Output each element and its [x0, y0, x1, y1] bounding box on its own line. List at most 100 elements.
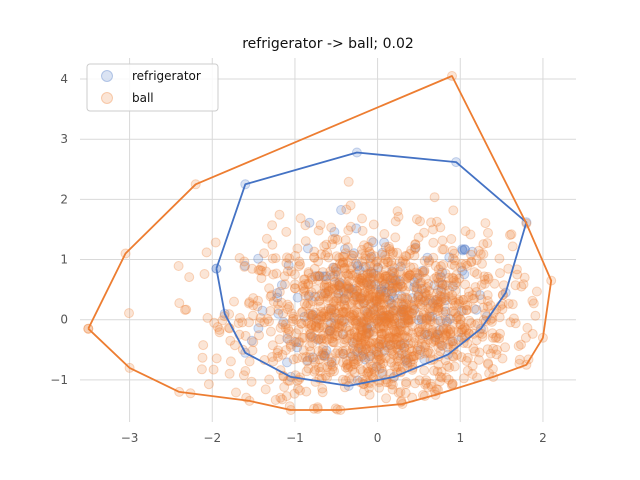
point-ball	[470, 282, 481, 293]
point-ball	[393, 317, 404, 328]
point-ball	[442, 361, 453, 371]
point-ball	[364, 246, 375, 257]
point-ball	[378, 322, 389, 333]
point-ball	[326, 359, 337, 370]
point-ball	[361, 315, 372, 326]
point-ball	[381, 316, 392, 327]
point-ball	[365, 359, 376, 370]
point-ball	[293, 324, 304, 335]
point-ball	[360, 336, 371, 346]
point-ball	[348, 354, 359, 365]
point-ball	[369, 295, 380, 306]
point-ball	[416, 277, 427, 288]
point-ball	[373, 349, 384, 360]
point-ball	[399, 311, 410, 322]
point-ball	[440, 329, 451, 340]
point-ball	[400, 315, 410, 326]
point-ball	[312, 403, 323, 414]
point-ball	[402, 302, 413, 313]
point-ball	[516, 339, 526, 350]
point-refrigerator	[314, 271, 325, 281]
point-ball	[324, 325, 335, 336]
point-ball	[225, 356, 236, 367]
point-ball	[198, 340, 209, 351]
point-ball	[381, 326, 392, 337]
point-ball	[358, 297, 369, 308]
point-ball	[451, 277, 462, 288]
point-ball	[403, 270, 414, 281]
point-ball	[334, 301, 345, 312]
point-ball	[332, 284, 343, 295]
point-ball	[531, 286, 542, 297]
point-ball	[430, 335, 441, 346]
point-ball	[436, 277, 446, 288]
point-refrigerator	[437, 279, 448, 290]
point-ball	[355, 293, 366, 304]
point-ball	[339, 299, 350, 310]
point-ball	[173, 261, 184, 271]
point-ball	[401, 379, 412, 390]
point-refrigerator	[370, 279, 380, 290]
point-ball	[294, 256, 305, 267]
point-ball	[446, 259, 457, 270]
point-ball	[373, 301, 384, 312]
point-ball	[441, 280, 452, 291]
point-ball	[373, 351, 384, 362]
point-ball	[374, 363, 385, 374]
point-refrigerator	[457, 265, 468, 276]
point-ball	[299, 286, 309, 297]
point-ball	[284, 301, 295, 312]
point-ball	[210, 237, 221, 248]
point-ball	[447, 306, 457, 317]
point-ball	[413, 232, 424, 243]
point-ball	[358, 298, 369, 309]
point-ball	[375, 354, 386, 365]
point-ball	[314, 322, 325, 333]
point-ball	[360, 330, 371, 341]
point-ball	[404, 270, 415, 281]
point-ball	[375, 323, 386, 334]
point-ball	[495, 328, 505, 339]
point-refrigerator	[352, 346, 363, 357]
point-ball	[257, 261, 268, 272]
point-ball	[404, 249, 415, 259]
point-ball	[429, 273, 440, 284]
x-tick-label: −3	[121, 431, 139, 445]
point-ball	[277, 308, 288, 319]
point-ball	[387, 320, 398, 331]
point-ball	[367, 272, 378, 283]
point-ball	[364, 293, 375, 304]
point-ball	[313, 314, 324, 325]
point-ball	[472, 318, 483, 329]
point-ball	[317, 267, 328, 278]
point-ball	[317, 344, 328, 355]
point-ball	[343, 289, 354, 300]
point-ball	[377, 249, 387, 260]
point-ball	[336, 315, 347, 326]
point-ball	[406, 245, 417, 256]
point-ball	[387, 278, 398, 289]
x-tick-label: −2	[203, 431, 221, 445]
point-ball	[347, 364, 358, 375]
point-ball	[445, 328, 456, 339]
point-ball	[417, 319, 428, 330]
point-ball	[447, 336, 458, 347]
point-ball	[359, 287, 370, 298]
point-ball	[333, 345, 343, 356]
point-ball	[395, 353, 406, 364]
point-ball	[392, 332, 402, 343]
point-ball	[386, 260, 397, 271]
point-ball	[386, 344, 397, 354]
point-ball	[491, 332, 502, 343]
point-ball	[329, 337, 340, 348]
point-ball	[450, 308, 461, 319]
point-refrigerator	[246, 335, 257, 346]
point-ball	[354, 274, 365, 285]
point-ball	[445, 324, 456, 335]
point-ball	[369, 316, 380, 327]
point-refrigerator	[338, 286, 349, 297]
point-ball	[457, 324, 467, 335]
point-ball	[310, 333, 321, 344]
point-ball	[402, 332, 413, 343]
point-ball	[304, 341, 315, 352]
